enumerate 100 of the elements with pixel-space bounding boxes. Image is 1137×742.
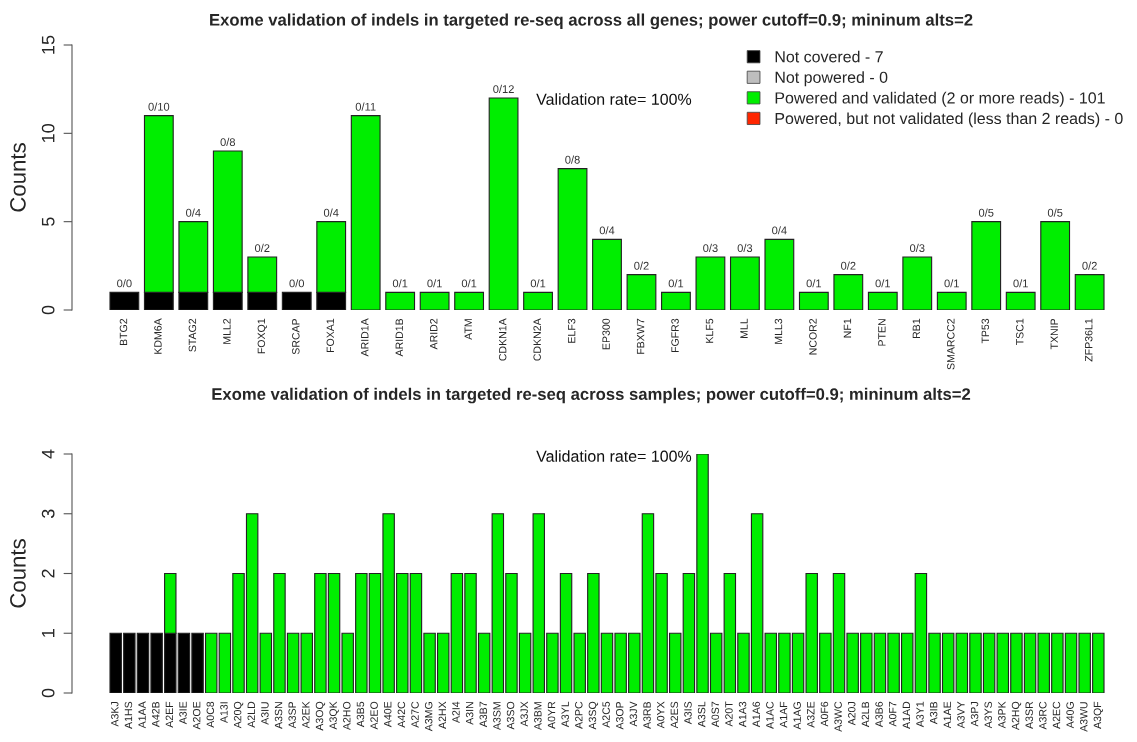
x-tick-label: A1AD [902, 701, 910, 729]
x-tick-label: A3PJ [970, 702, 979, 727]
annotation: 0/1 [806, 279, 822, 288]
x-tick-label: A13I [220, 702, 228, 724]
x-tick-label: A3IU [261, 702, 269, 725]
x-tick-label: A3SP [288, 701, 296, 729]
x-tick-label: A2EF [165, 701, 174, 728]
bar [626, 274, 657, 310]
x-tick-label: A3BM [534, 702, 542, 731]
x-tick-label: A3SQ [588, 701, 599, 730]
x-tick-label: RB1 [912, 318, 920, 338]
annotation: 0/2 [841, 261, 856, 270]
x-tick-label: A42C [397, 701, 406, 728]
x-tick-label: ARID1B [395, 318, 403, 357]
x-tick-label: A3KJ [111, 702, 119, 727]
x-tick-label: A3OQ [315, 701, 326, 731]
bar [419, 291, 450, 310]
x-tick-label: A3WU [1080, 702, 1088, 732]
annotation: 0/1 [392, 279, 408, 288]
legend-label: Not powered - 0 [775, 71, 888, 87]
x-tick-label: A3Y1 [916, 701, 924, 728]
x-tick-label: A40E [384, 701, 392, 728]
bar [592, 238, 622, 310]
x-tick-label: A3YS [984, 701, 992, 729]
x-tick-label: A2LB [861, 701, 870, 728]
y-tick-label: 4 [41, 449, 55, 459]
annotation: Validation rate= 100% [536, 450, 692, 462]
bar [350, 115, 381, 310]
bar [833, 274, 864, 310]
x-tick-label: A3IS [684, 701, 692, 725]
annotation: 0/5 [1047, 208, 1063, 217]
x-tick-label: ELF3 [567, 318, 576, 343]
x-tick-label: A2HO [343, 701, 351, 731]
x-tick-label: A3RB [643, 701, 651, 729]
x-tick-label: A3QK [329, 701, 339, 730]
chart-title: Exome validation of indels in targeted re-seq across all genes; power cutoff=0.9; mininum alts=2 [210, 13, 973, 30]
x-tick-label: TXNIP [1050, 318, 1058, 350]
x-tick-label: MLL2 [223, 318, 231, 344]
x-tick-label: A3VY [957, 701, 965, 729]
x-tick-label: A3SM [493, 702, 501, 731]
annotation: 0/11 [355, 102, 376, 111]
bar [109, 291, 140, 310]
y-axis-title: Counts [10, 539, 26, 608]
x-tick-label: PTEN [878, 319, 886, 346]
x-tick-label: A0YR [547, 701, 556, 729]
annotation: 0/5 [978, 208, 994, 217]
x-tick-label: A2PC [575, 701, 583, 729]
x-tick-label: A2C5 [602, 701, 610, 728]
bar [902, 256, 933, 310]
y-tick-label: 15 [41, 35, 55, 54]
x-tick-label: A2EO [370, 701, 378, 730]
x-tick-label: A20T [725, 701, 733, 727]
x-tick-label: A3JX [520, 701, 528, 727]
x-tick-label: SMARCC2 [947, 318, 955, 370]
x-tick-label: A20Q [233, 701, 244, 729]
annotation: 0/8 [220, 137, 236, 147]
x-tick-label: A3PK [998, 701, 1006, 729]
bar [798, 291, 829, 310]
annotation: 0/4 [599, 226, 615, 235]
annotation: 0/0 [289, 279, 305, 288]
legend-label: Powered and validated (2 or more reads) - 101 [775, 91, 1105, 107]
x-tick-label: A1HS [124, 701, 133, 729]
x-tick-label: A1AF [779, 701, 788, 728]
x-tick-label: A42B [151, 701, 160, 728]
x-tick-label: A2EK [302, 701, 310, 729]
annotation: 0/12 [493, 84, 514, 94]
x-tick-label: A3ZE [807, 701, 815, 728]
x-tick-label: CDKN2A [533, 318, 541, 361]
x-tick-label: A1AA [138, 701, 146, 729]
bar [729, 256, 760, 310]
bar [523, 291, 553, 310]
x-tick-label: MLL [740, 318, 748, 338]
bar [385, 291, 416, 310]
x-tick-label: A2EC [1052, 701, 1061, 729]
x-tick-label: TP53 [981, 318, 990, 344]
x-tick-label: A3RC [1039, 701, 1047, 730]
x-tick-label: MLL3 [774, 318, 783, 344]
x-tick-label: A3SR [1025, 701, 1033, 729]
x-tick-label: A2OE [192, 701, 201, 730]
x-tick-label: A1A6 [752, 701, 760, 728]
x-tick-label: KDM6A [154, 318, 162, 354]
x-tick-label: ARID1A [361, 318, 369, 357]
annotation: 0/0 [117, 279, 132, 288]
annotation: Validation rate= 100% [536, 93, 692, 105]
bar [454, 291, 485, 310]
x-tick-label: A3B5 [356, 701, 365, 728]
annotation: 0/4 [772, 226, 787, 235]
bar [281, 291, 312, 310]
x-tick-label: A1AG [793, 702, 801, 730]
x-tick-label: A1AC [766, 701, 774, 729]
x-tick-label: BTG2 [119, 318, 128, 346]
x-tick-label: FOXA1 [326, 318, 335, 353]
legend-label: Powered, but not validated (less than 2 reads) - 0 [775, 112, 1123, 128]
x-tick-label: A3IE [179, 701, 187, 725]
bar [695, 256, 726, 310]
annotation: 0/1 [427, 279, 442, 288]
x-tick-label: FBXW7 [636, 318, 645, 354]
bar [764, 238, 795, 310]
annotation: 0/10 [148, 102, 170, 111]
x-tick-label: A3SL [697, 701, 706, 728]
